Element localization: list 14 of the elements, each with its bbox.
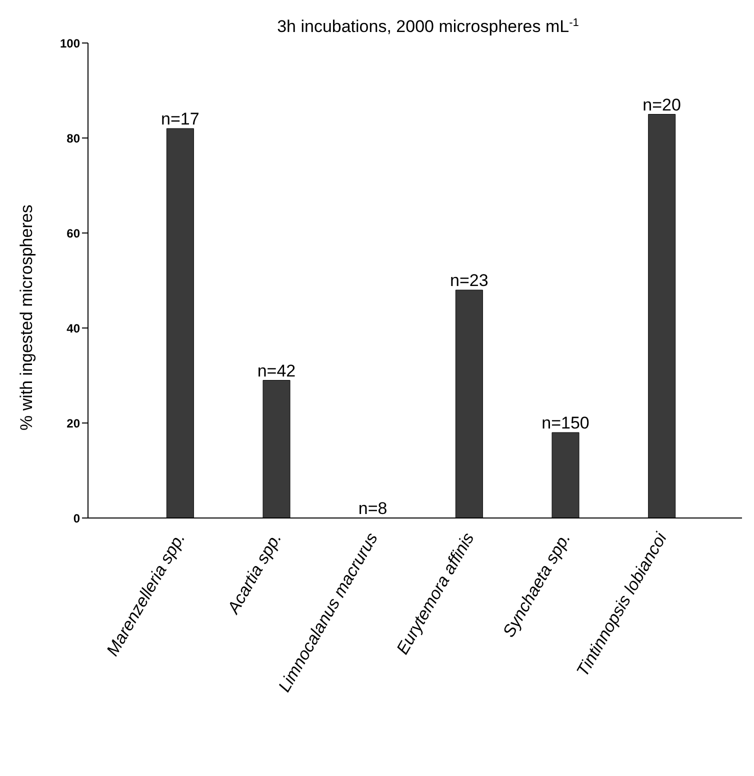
y-tick-label: 80 (66, 131, 80, 146)
y-tick-label: 0 (73, 511, 80, 526)
y-tick-label: 100 (60, 36, 80, 50)
annotation: n=17 (161, 110, 200, 128)
y-tick-label: 40 (66, 321, 80, 336)
annotation: n=8 (358, 499, 388, 518)
y-tick-label: 20 (66, 416, 80, 430)
y-axis-title: % with ingested microspheres (17, 204, 36, 430)
annotation: n=150 (542, 414, 590, 432)
y-tick-label: 60 (66, 226, 80, 240)
chart-title: 3h incubations, 2000 microspheres mL$^{-1}$ (277, 17, 579, 36)
annotation: n=23 (450, 271, 488, 290)
annotation: n=42 (257, 361, 296, 380)
annotation: n=20 (642, 95, 681, 114)
